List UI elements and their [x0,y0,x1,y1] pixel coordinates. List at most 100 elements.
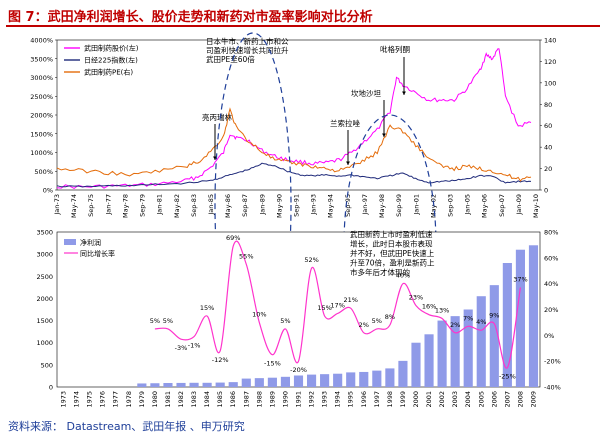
bottom-x-tick-label: 1979 [138,391,146,408]
bottom-x-tick-label: 1984 [203,391,211,408]
bottom-right-tick-label: 80% [544,229,558,237]
growth-rate-label: 55% [239,252,253,260]
net-profit-bar [450,316,460,387]
bottom-x-tick-label: 2009 [529,391,537,408]
bottom-x-tick-label: 1996 [360,391,368,408]
bottom-x-tick-label: 2000 [412,391,420,408]
bottom-right-tick-label: 20% [544,306,558,314]
growth-rate-label: -25% [499,373,516,381]
net-profit-bar [241,378,251,387]
growth-rate-label: 9% [489,312,499,320]
bottom-x-tick-label: 2004 [464,391,472,408]
annotation-candesartan: 坎地沙坦 [351,88,381,98]
bottom-right-tick-label: 40% [544,280,558,288]
bottom-right-tick-label: -40% [544,384,561,392]
top-right-tick-label: 100 [544,79,556,87]
top-legend-label: 武田制药股价(左) [84,44,139,53]
bottom-x-tick-label: 1981 [164,391,172,408]
growth-rate-label: 2% [359,321,369,329]
source-note: 资料来源： Datastream、武田年报 、申万研究 [8,420,245,433]
bottom-left-tick-label: 1500 [36,317,53,325]
growth-rate-label: 23% [409,294,423,302]
net-profit-bar [215,382,225,387]
growth-rate-label: 69% [226,234,240,242]
top-x-tick-label: Sep-99 [395,194,403,217]
growth-rate-label: -15% [264,360,281,368]
bottom-left-tick-label: 2000 [36,295,53,303]
top-x-tick-label: Jan-85 [207,194,215,216]
net-profit-bar [372,370,382,387]
arrow-lansoprazole-head [346,161,350,165]
bottom-left-tick-label: 2500 [36,273,53,281]
bottom-x-tick-label: 2007 [503,391,511,408]
net-profit-bar [359,371,369,387]
net-profit-bar [306,374,317,387]
growth-rate-label: 15% [317,304,331,312]
growth-rate-label: 40% [396,272,410,280]
bottom-x-tick-label: 2003 [451,391,459,408]
bottom-left-tick-label: 1000 [36,339,53,347]
top-x-tick-label: May-86 [224,194,232,218]
net-profit-bar [254,378,264,387]
net-profit-bar [385,368,395,387]
top-x-tick-label: Sep-91 [293,194,301,217]
top-left-tick-label: 3500% [30,55,53,63]
bottom-legend-label: 同比增长率 [80,249,115,258]
bottom-x-tick-label: 1980 [151,391,159,408]
bottom-x-tick-label: 1994 [334,391,342,408]
top-right-tick-label: 60 [544,122,552,130]
top-x-tick-label: May-94 [327,194,335,218]
top-x-tick-label: May-74 [70,194,78,218]
top-x-tick-label: May-90 [275,194,283,218]
net-profit-bar [150,383,160,387]
annotation-boom: 日本牛市、新药上市和公司盈利快速增长共同拉升武田PE至60倍 [206,36,289,64]
net-profit-bar [137,383,147,387]
top-x-tick-label: May-82 [173,194,181,218]
top-right-tick-label: 120 [544,58,556,66]
top-left-tick-label: 2500% [30,93,53,101]
bottom-x-tick-label: 1982 [177,391,185,408]
top-x-tick-label: May-10 [532,194,540,218]
net-profit-bar [437,320,447,387]
growth-rate-label: 37% [513,276,527,284]
top-left-tick-label: 3000% [30,74,53,82]
bottom-x-tick-label: 1985 [216,391,224,408]
growth-rate-label: 13% [435,307,449,315]
top-x-tick-label: Jan-05 [464,194,472,216]
top-x-tick-label: Sep-87 [241,194,249,217]
top-x-tick-label: Jan-73 [53,194,61,216]
top-right-tick-label: 40 [544,144,552,152]
growth-rate-label: 5% [280,317,290,325]
bottom-x-tick-label: 1997 [373,391,381,408]
bottom-x-tick-label: 1973 [60,391,68,408]
growth-rate-label: 21% [343,296,357,304]
bottom-x-tick-label: 1989 [268,391,276,408]
growth-rate-label: 5% [163,317,173,325]
bottom-x-tick-label: 1993 [321,391,329,408]
annotation-leuprorelin: 亮丙瑞林 [202,112,232,122]
top-x-tick-label: Jan-93 [310,194,318,216]
top-x-tick-label: Sep-95 [344,194,352,217]
bottom-x-tick-label: 2005 [477,391,485,408]
net-profit-bar [176,382,186,387]
bottom-legend-swatch-bar [64,239,76,245]
bottom-x-tick-label: 1988 [255,391,263,408]
growth-rate-label: 52% [304,256,318,264]
top-right-tick-label: 0 [544,187,548,195]
top-x-tick-label: Sep-75 [87,194,95,217]
bottom-x-tick-label: 1976 [99,391,107,408]
net-profit-bar [163,383,173,387]
top-right-tick-label: 140 [544,37,556,45]
growth-rate-label: 4% [476,318,486,326]
bottom-legend-label: 净利润 [80,238,101,247]
arrow-candesartan-head [382,133,386,137]
net-profit-bar [333,373,343,387]
bottom-x-tick-label: 1977 [112,391,120,408]
top-x-tick-label: May-06 [481,194,489,218]
growth-rate-label: -3% [175,344,188,352]
bottom-x-tick-label: 1998 [386,391,394,408]
bottom-right-tick-label: 0% [544,332,554,340]
top-x-tick-label: May-78 [121,194,129,218]
